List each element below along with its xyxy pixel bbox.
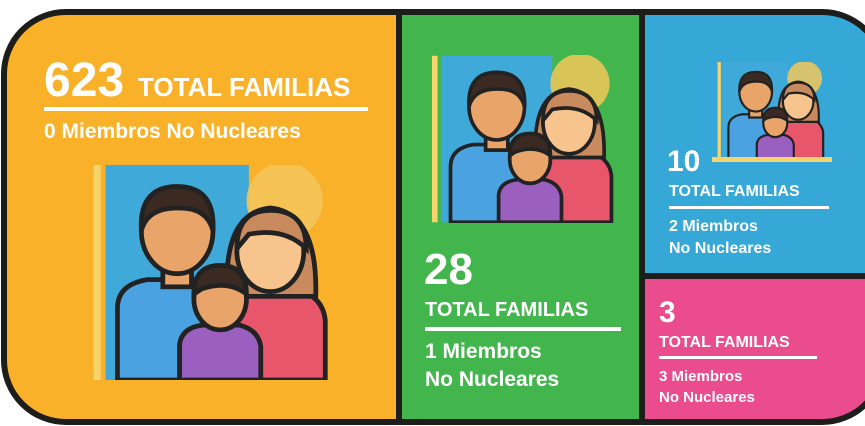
panel-label: TOTAL FAMILIAS xyxy=(659,334,790,351)
panel-members: No Nucleares xyxy=(659,389,755,406)
panel-number: 28 xyxy=(424,245,473,294)
divider xyxy=(396,12,402,422)
panel-members: No Nucleares xyxy=(669,240,771,257)
underline xyxy=(659,356,817,359)
frame xyxy=(1,9,865,425)
panel-members: No Nucleares xyxy=(425,368,559,391)
panel-members: 1 Miembros xyxy=(425,340,542,363)
panel-label: TOTAL FAMILIAS xyxy=(669,183,800,200)
family-illustration xyxy=(716,62,825,160)
panel-number: 3 xyxy=(659,296,676,329)
underline xyxy=(669,206,829,209)
divider-bar xyxy=(712,157,832,162)
family-illustration xyxy=(432,55,614,223)
divider xyxy=(639,12,645,422)
panel-number: 623 xyxy=(44,54,124,107)
family-illustration xyxy=(94,163,326,380)
underline xyxy=(44,107,368,111)
underline xyxy=(425,327,621,331)
panel-members: 2 Miembros xyxy=(669,218,758,235)
panel-label: TOTAL FAMILIAS xyxy=(138,72,350,102)
panel-members: 0 Miembros No Nucleares xyxy=(44,120,301,143)
panel-members: 3 Miembros xyxy=(659,368,742,385)
divider xyxy=(643,273,865,279)
panel-number: 10 xyxy=(667,145,700,178)
panel-label: TOTAL FAMILIAS xyxy=(425,299,588,321)
panel-pink xyxy=(643,276,865,422)
